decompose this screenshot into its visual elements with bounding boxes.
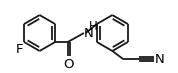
Text: N: N bbox=[155, 53, 164, 66]
Text: O: O bbox=[63, 58, 74, 71]
Text: F: F bbox=[16, 43, 23, 56]
Text: N: N bbox=[84, 26, 94, 39]
Text: H: H bbox=[89, 20, 98, 33]
